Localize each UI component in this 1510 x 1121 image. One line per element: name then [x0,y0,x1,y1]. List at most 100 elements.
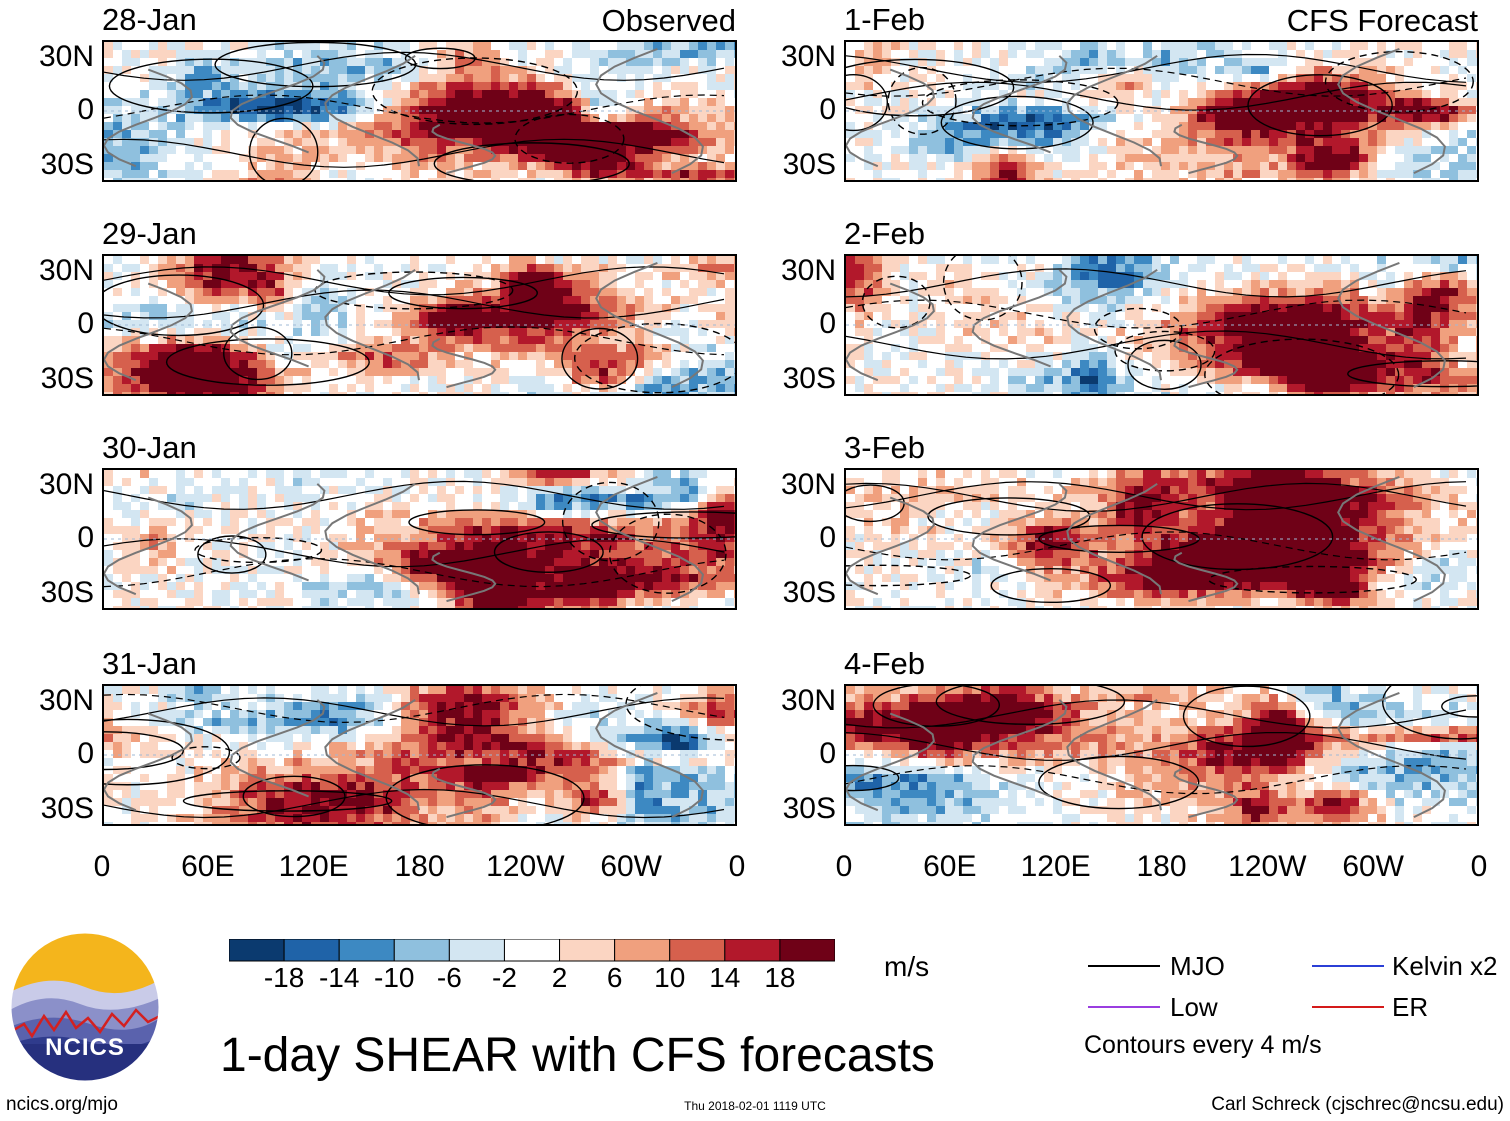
legend-line-er [1312,1006,1384,1008]
lon-tick-label: 0 [728,850,746,883]
lon-tick-label: 60W [1342,850,1404,883]
lon-tick-label: 120E [1020,850,1091,883]
colorbar-swatch [724,938,781,962]
panel-map-29-jan [102,254,737,396]
legend-label-kelvin: Kelvin x2 [1392,951,1498,981]
lat-tick-label: 30N [38,468,94,501]
lat-tick-label: 30S [782,362,836,395]
column-label-forecast: CFS Forecast [1286,3,1478,38]
colorbar-swatch [228,938,285,962]
colorbar-swatch [779,938,836,962]
lon-tick-label: 0 [835,850,853,883]
column-label-observed: Observed [601,3,736,38]
contour-note: Contours every 4 m/s [1084,1031,1322,1059]
lat-tick-label: 30S [782,792,836,825]
colorbar-swatch [393,938,450,962]
colorbar-swatches [228,938,836,962]
colorbar-swatch [669,938,726,962]
lat-tick-label: 30S [40,792,94,825]
footer-timestamp: Thu 2018-02-01 1119 UTC [684,1099,826,1113]
panel-map-3-feb [844,468,1479,610]
footer-author: Carl Schreck (cjschrec@ncsu.edu) [1211,1094,1504,1115]
colorbar-tick-label: -10 [374,962,415,993]
panel-date-29-jan: 29-Jan [102,216,197,251]
panel-map-1-feb [844,40,1479,182]
ncics-logo[interactable]: NCICS [10,932,160,1087]
lon-tick-label: 60W [600,850,662,883]
colorbar-tick-label: -6 [436,962,462,993]
chart-title: 1-day SHEAR with CFS forecasts [220,1029,935,1082]
colorbar-tick-label: 6 [606,962,623,993]
lat-tick-label: 30N [38,254,94,287]
lat-tick-label: 30S [782,576,836,609]
legend-label-low: Low [1170,992,1218,1022]
panel-date-2-feb: 2-Feb [844,216,925,251]
lat-tick-label: 30S [40,148,94,181]
colorbar-swatch [338,938,395,962]
lat-tick-label: 30N [38,684,94,717]
colorbar-swatch [283,938,340,962]
panel-date-30-jan: 30-Jan [102,430,197,465]
lon-tick-label: 60E [923,850,977,883]
lat-tick-label: 0 [77,737,94,770]
lat-tick-label: 30S [782,148,836,181]
legend-line-kelvin [1312,965,1384,967]
lon-tick-label: 0 [93,850,111,883]
lat-tick-label: 0 [77,307,94,340]
lat-tick-label: 30S [40,362,94,395]
footer-site-link[interactable]: ncics.org/mjo [6,1094,118,1115]
legend-line-mjo [1088,965,1160,967]
heatmap-field [104,256,735,394]
panel-map-30-jan [102,468,737,610]
panel-date-1-feb: 1-Feb [844,2,925,37]
heatmap-field [104,42,735,180]
colorbar-swatch [503,938,561,962]
lon-tick-label: 180 [1136,850,1187,883]
heatmap-field [104,470,735,608]
lat-tick-label: 30N [780,254,836,287]
colorbar-tick-label: -18 [263,962,305,993]
lat-tick-label: 0 [77,521,94,554]
colorbar-units: m/s [884,951,930,982]
lon-tick-label: 60E [181,850,235,883]
lat-tick-label: 30N [780,40,836,73]
panel-date-4-feb: 4-Feb [844,646,925,681]
lon-tick-label: 120E [278,850,349,883]
lat-tick-label: 30N [780,684,836,717]
lat-tick-label: 0 [819,93,836,126]
panel-map-31-jan [102,684,737,826]
colorbar-swatch [614,938,671,962]
colorbar-tick-label: 14 [709,962,741,993]
heatmap-field [846,686,1477,824]
lat-tick-label: 30N [780,468,836,501]
legend-line-low [1088,1006,1160,1008]
lat-tick-label: 0 [819,737,836,770]
lat-tick-label: 30N [38,40,94,73]
heatmap-field [104,686,735,824]
lon-tick-label: 120W [1228,850,1307,883]
colorbar-tick-label: 18 [764,962,796,993]
colorbar-swatch [559,938,616,962]
panel-map-4-feb [844,684,1479,826]
lat-tick-label: 0 [819,521,836,554]
colorbar [228,938,836,968]
legend-label-er: ER [1392,992,1429,1022]
ncics-logo-icon [10,932,160,1082]
lon-tick-label: 0 [1470,850,1488,883]
legend-label-mjo: MJO [1170,951,1225,981]
lat-tick-label: 0 [77,93,94,126]
panel-map-28-jan [102,40,737,182]
lon-tick-label: 180 [394,850,445,883]
heatmap-field [846,256,1477,394]
heatmap-field [846,470,1477,608]
colorbar-tick-label: -14 [318,962,360,993]
logo-text: NCICS [45,1034,125,1061]
heatmap-field [846,42,1477,180]
colorbar-tick-label: -2 [492,962,517,993]
panel-map-2-feb [844,254,1479,396]
panel-date-3-feb: 3-Feb [844,430,925,465]
lon-tick-label: 120W [486,850,565,883]
lat-tick-label: 30S [40,576,94,609]
panel-date-28-jan: 28-Jan [102,2,197,37]
colorbar-swatch [448,938,505,962]
